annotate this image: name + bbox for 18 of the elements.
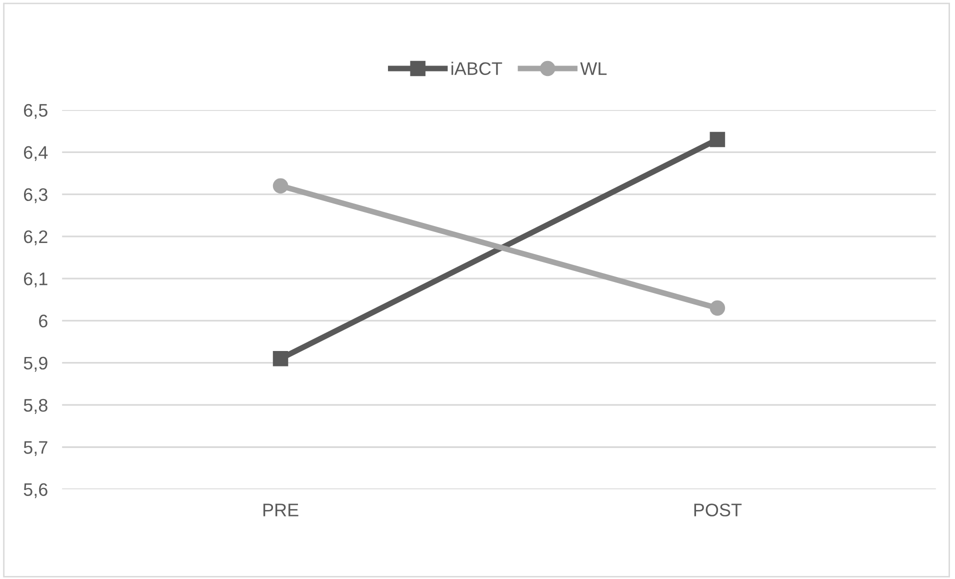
y-tick-label: 6,2 (24, 230, 48, 246)
y-tick-label: 5,6 (24, 483, 48, 498)
y-tick-label: 6 (39, 314, 48, 328)
y-tick-label: 5,9 (24, 356, 48, 372)
y-tick-label: 5,7 (24, 441, 48, 456)
y-tick-label: 5,8 (24, 398, 48, 414)
point (272, 178, 288, 194)
y-tick-label: 6,1 (24, 272, 48, 288)
legend-label: iABCT (452, 62, 502, 76)
legend-label: WL (580, 62, 607, 75)
point (710, 132, 726, 148)
y-tick-label: 6,3 (24, 188, 48, 204)
x-tick-label: POST (694, 504, 742, 516)
y-tick-label: 6,5 (24, 104, 48, 119)
x-tick-label: PRE (263, 504, 298, 516)
y-tick-label: 6,4 (24, 146, 48, 161)
point (710, 300, 726, 316)
point (272, 350, 288, 366)
